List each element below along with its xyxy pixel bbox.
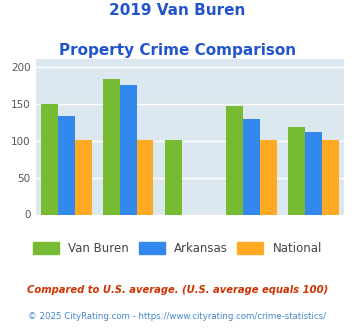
Legend: Van Buren, Arkansas, National: Van Buren, Arkansas, National <box>28 237 327 259</box>
Bar <box>288 127 305 214</box>
Bar <box>322 140 339 214</box>
Text: Compared to U.S. average. (U.S. average equals 100): Compared to U.S. average. (U.S. average … <box>27 285 328 295</box>
Bar <box>58 115 75 214</box>
Bar <box>243 119 260 214</box>
Bar <box>75 140 92 214</box>
Bar <box>226 106 243 214</box>
Text: © 2025 CityRating.com - https://www.cityrating.com/crime-statistics/: © 2025 CityRating.com - https://www.city… <box>28 312 327 321</box>
Bar <box>305 132 322 214</box>
Bar <box>120 84 137 214</box>
Text: Property Crime Comparison: Property Crime Comparison <box>59 43 296 58</box>
Bar <box>41 104 58 214</box>
Text: 2019 Van Buren: 2019 Van Buren <box>109 3 246 18</box>
Bar <box>165 140 181 214</box>
Bar <box>260 140 277 214</box>
Bar <box>103 79 120 214</box>
Bar <box>137 140 153 214</box>
